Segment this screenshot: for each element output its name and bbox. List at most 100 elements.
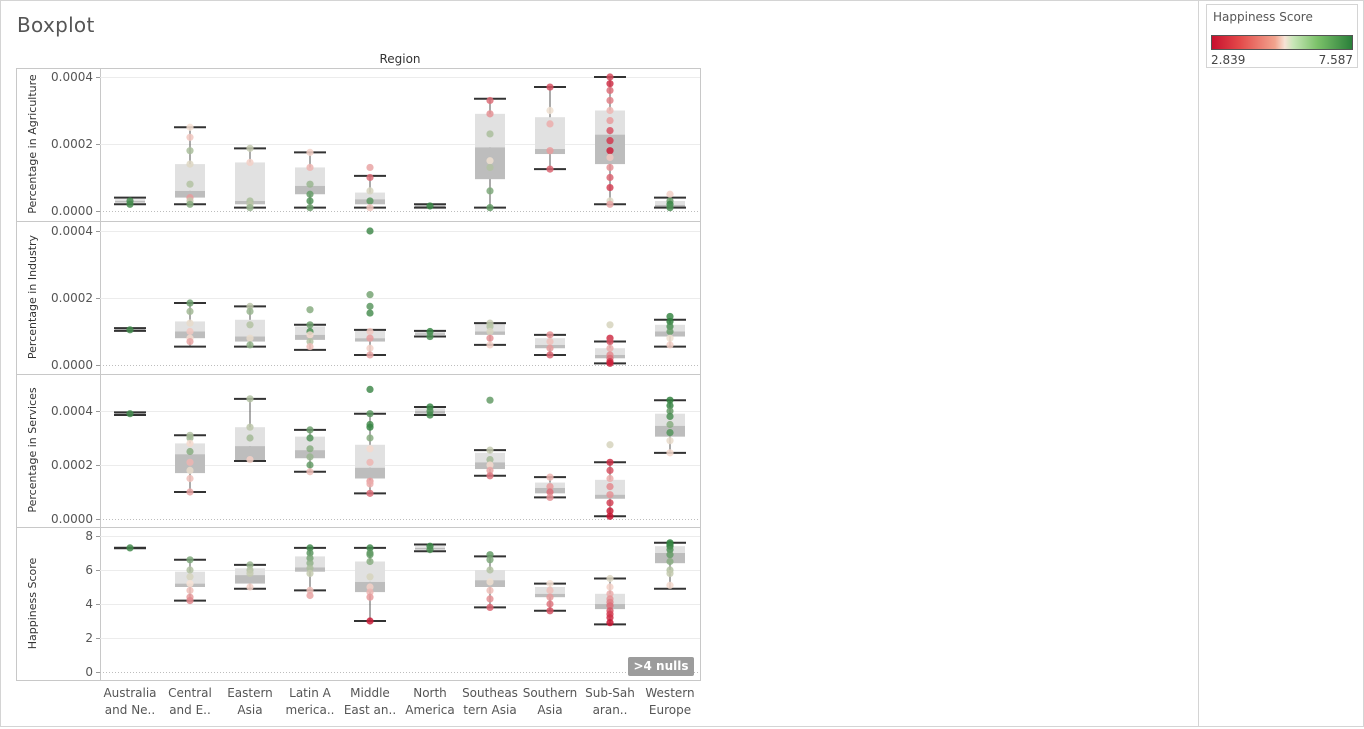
- data-point: [246, 144, 254, 152]
- data-point: [546, 331, 554, 339]
- box-upper: [355, 444, 385, 468]
- data-point: [606, 73, 614, 81]
- data-point: [666, 429, 674, 437]
- y-axis-title: Happiness Score: [26, 558, 39, 650]
- data-point: [126, 326, 134, 334]
- data-point: [606, 321, 614, 329]
- y-tick-label: 0.0004: [51, 224, 93, 238]
- data-point: [606, 344, 614, 352]
- data-point: [186, 327, 194, 336]
- data-point: [246, 158, 254, 167]
- data-point: [606, 483, 614, 491]
- x-category-label: Western Europe: [645, 686, 694, 717]
- data-point: [486, 578, 494, 586]
- data-point: [666, 546, 674, 554]
- data-point: [246, 456, 254, 464]
- y-tick-label: 0.0000: [51, 512, 93, 526]
- box-upper: [475, 570, 505, 581]
- data-point: [546, 473, 554, 481]
- data-point: [306, 569, 314, 578]
- sheet-title: Boxplot: [17, 13, 95, 37]
- box-upper: [295, 436, 325, 451]
- y-axis-title: Percentage in Industry: [26, 234, 39, 359]
- y-tick-label: 4: [85, 597, 93, 611]
- data-point: [486, 396, 494, 404]
- data-point: [186, 458, 194, 466]
- data-point: [126, 410, 134, 418]
- data-point: [246, 334, 254, 342]
- data-point: [666, 551, 674, 559]
- data-point: [366, 617, 374, 625]
- x-category-label: Central and E..: [168, 686, 212, 717]
- box-lower: [355, 467, 385, 479]
- y-tick-label: 0.0004: [51, 70, 93, 84]
- x-category-label: Middle East an..: [344, 686, 396, 717]
- data-point: [306, 544, 314, 552]
- data-point: [366, 593, 374, 601]
- data-point: [486, 446, 494, 454]
- data-point: [486, 466, 494, 474]
- data-point: [306, 549, 314, 557]
- data-point: [306, 453, 314, 461]
- data-point: [666, 190, 674, 198]
- data-point: [366, 557, 374, 566]
- data-point: [306, 180, 314, 188]
- data-point: [546, 607, 554, 615]
- data-point: [606, 80, 614, 88]
- data-point: [546, 483, 554, 491]
- data-point: [246, 434, 254, 442]
- data-point: [546, 147, 554, 155]
- data-point: [546, 580, 554, 588]
- data-point: [126, 544, 134, 552]
- data-point: [306, 342, 314, 351]
- data-point: [666, 449, 674, 457]
- data-point: [666, 317, 674, 326]
- x-category-label: Sub-Sah aran..: [585, 686, 635, 717]
- data-point: [486, 586, 494, 595]
- data-point: [366, 489, 374, 497]
- data-point: [606, 359, 614, 367]
- data-point: [366, 385, 374, 393]
- data-point: [126, 200, 134, 208]
- data-point: [486, 551, 494, 559]
- data-point: [306, 559, 314, 567]
- data-point: [666, 557, 674, 566]
- y-tick-label: 0.0002: [51, 137, 93, 151]
- data-point: [186, 133, 194, 141]
- data-point: [666, 396, 674, 404]
- nulls-indicator[interactable]: >4 nulls: [628, 657, 694, 676]
- data-point: [606, 458, 614, 466]
- data-point: [546, 493, 554, 501]
- data-point: [306, 148, 314, 156]
- data-point: [366, 163, 374, 172]
- data-point: [246, 561, 254, 569]
- data-point: [186, 439, 194, 447]
- data-point: [546, 165, 554, 173]
- data-point: [486, 96, 494, 105]
- data-point: [546, 593, 554, 601]
- legend-gradient-bar[interactable]: [1211, 35, 1353, 50]
- column-header-region: Region: [379, 52, 420, 66]
- data-point: [486, 603, 494, 612]
- data-point: [366, 197, 374, 205]
- data-point: [666, 569, 674, 578]
- color-legend[interactable]: Happiness Score 2.839 7.587: [1206, 4, 1358, 68]
- data-point: [366, 588, 374, 596]
- data-point: [606, 602, 614, 610]
- data-point: [486, 204, 494, 212]
- data-point: [666, 420, 674, 429]
- legend-min-label: 2.839: [1211, 53, 1246, 67]
- data-point: [246, 423, 254, 431]
- data-point: [246, 302, 254, 310]
- data-point: [306, 163, 314, 172]
- data-point: [366, 204, 374, 212]
- data-point: [186, 580, 194, 588]
- data-point: [546, 344, 554, 352]
- boxplot-chart[interactable]: Region Percentage in Agriculture 0.0000 0.0…: [0, 0, 1199, 727]
- data-point: [366, 458, 374, 466]
- data-point: [606, 200, 614, 208]
- data-point: [486, 163, 494, 172]
- data-point: [546, 83, 554, 91]
- data-point: [666, 312, 674, 321]
- data-point: [306, 586, 314, 595]
